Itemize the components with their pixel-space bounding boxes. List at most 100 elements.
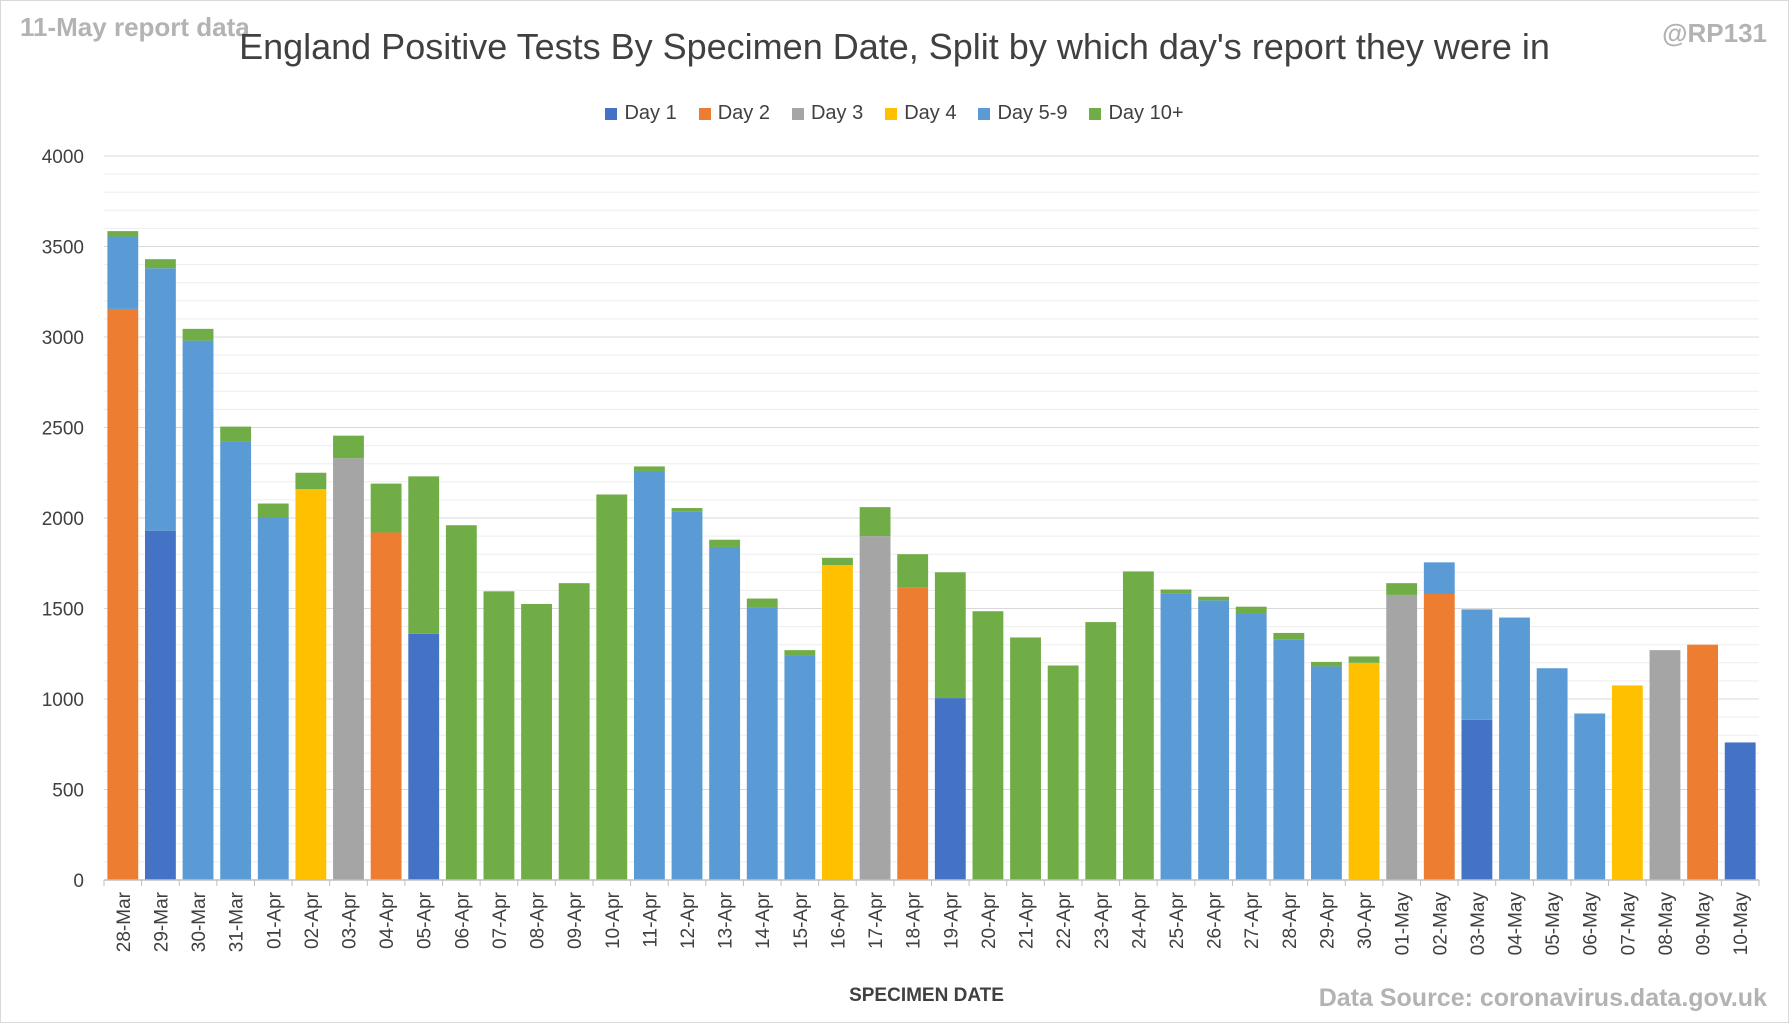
bar-segment-day-10- <box>822 557 853 566</box>
bar-segment-day-10- <box>1085 622 1117 880</box>
bar-segment-day-10- <box>257 503 289 518</box>
bar-segment-day-10- <box>1386 583 1418 595</box>
x-tick-label: 10-Apr <box>603 891 624 949</box>
x-tick-label: 24-Apr <box>1129 891 1150 949</box>
bar-segment-day-1 <box>934 698 966 880</box>
bar-segment-day-4 <box>295 489 327 880</box>
legend-swatch <box>1089 107 1102 120</box>
bar-segment-day-1 <box>408 633 440 880</box>
bar-segment-day-10- <box>897 554 929 588</box>
bar-segment-day-2 <box>897 587 929 880</box>
bar-segment-day-5-9 <box>182 340 214 880</box>
bar-segment-day-2 <box>107 308 139 880</box>
bar-segment-day-4 <box>1611 685 1643 880</box>
bar-segment-day-5-9 <box>709 546 741 880</box>
x-tick-label: 05-May <box>1543 892 1564 956</box>
legend-label: Day 2 <box>717 102 770 124</box>
x-tick-label: 30-Mar <box>189 891 210 952</box>
bar-segment-day-3 <box>1386 594 1418 880</box>
x-tick-label: 09-May <box>1694 892 1715 956</box>
legend-item: Day 2 <box>698 102 770 125</box>
legend-item: Day 3 <box>791 102 863 125</box>
x-tick-label: 23-Apr <box>1092 891 1113 949</box>
data-source-label: Data Source: coronavirus.data.gov.uk <box>1318 984 1767 1012</box>
x-tick-label: 17-Apr <box>866 891 887 949</box>
x-tick-label: 05-Apr <box>415 891 436 949</box>
y-tick-label: 1000 <box>42 690 84 711</box>
bar-segment-day-5-9 <box>1574 713 1606 880</box>
x-tick-label: 03-May <box>1468 892 1489 956</box>
report-date-label: 11-May report data <box>20 12 250 42</box>
bar-segment-day-5-9 <box>1499 617 1530 880</box>
bar-segment-day-10- <box>934 572 966 699</box>
y-tick-label: 0 <box>73 871 84 892</box>
bar-segment-day-10- <box>182 328 214 341</box>
bar-segment-day-5-9 <box>1273 639 1305 880</box>
x-axis-title: SPECIMEN DATE <box>849 985 1004 1006</box>
bar-segment-day-1 <box>144 530 176 880</box>
x-tick-label: 06-May <box>1581 892 1602 956</box>
bar-segment-day-5-9 <box>1235 613 1267 880</box>
bar-segment-day-5-9 <box>1423 562 1455 595</box>
legend-label: Day 5-9 <box>997 102 1068 124</box>
x-tick-label: 30-Apr <box>1355 891 1376 949</box>
x-tick-label: 28-Mar <box>114 891 135 952</box>
chart-title: England Positive Tests By Specimen Date,… <box>239 26 1550 67</box>
bar-segment-day-10- <box>1047 665 1079 880</box>
x-tick-label: 19-Apr <box>941 891 962 949</box>
y-tick-label: 3000 <box>42 328 84 349</box>
bar-segment-day-5-9 <box>1198 600 1230 880</box>
x-tick-label: 01-May <box>1393 892 1414 956</box>
bar-segment-day-2 <box>1687 644 1719 880</box>
x-tick-label: 21-Apr <box>1017 891 1038 949</box>
bar-segment-day-10- <box>445 525 477 880</box>
x-tick-label: 02-Apr <box>302 891 323 949</box>
x-tick-label: 16-Apr <box>828 891 849 949</box>
x-tick-label: 20-Apr <box>979 891 1000 949</box>
x-tick-label: 04-Apr <box>377 891 398 949</box>
x-tick-label: 12-Apr <box>678 891 699 949</box>
bar-segment-day-10- <box>671 508 703 512</box>
x-tick-label: 07-Apr <box>490 891 511 949</box>
x-tick-label: 29-Apr <box>1317 891 1338 949</box>
bar-segment-day-3 <box>333 458 364 880</box>
bar-segment-day-10- <box>1311 661 1342 667</box>
bar-segment-day-10- <box>107 231 139 237</box>
bar-segment-day-10- <box>1198 596 1230 601</box>
x-tick-label: 13-Apr <box>716 891 737 949</box>
legend-item: Day 1 <box>605 102 677 125</box>
bar-segment-day-1 <box>1461 719 1493 880</box>
bar-segment-day-5-9 <box>1160 593 1192 880</box>
bar-segment-day-10- <box>1160 589 1192 594</box>
x-tick-label: 01-Apr <box>264 891 285 949</box>
y-tick-label: 500 <box>52 781 84 802</box>
bar-segment-day-5-9 <box>784 655 816 880</box>
bar-segment-day-5-9 <box>144 268 176 531</box>
x-tick-label: 07-May <box>1618 892 1639 956</box>
bar-segment-day-5-9 <box>671 511 703 880</box>
bar-segment-day-10- <box>144 259 176 269</box>
x-tick-label: 28-Apr <box>1280 891 1301 949</box>
bar-segment-day-10- <box>1273 632 1305 640</box>
y-tick-label: 2500 <box>42 419 84 440</box>
bar-segment-day-1 <box>1724 742 1756 880</box>
bar-segment-day-10- <box>972 611 1004 880</box>
bar-segment-day-5-9 <box>1536 668 1568 880</box>
bar-segment-day-5-9 <box>1311 666 1342 880</box>
x-tick-label: 08-May <box>1656 892 1677 956</box>
x-tick-label: 09-Apr <box>565 891 586 949</box>
x-tick-label: 27-Apr <box>1242 891 1263 949</box>
legend-swatch <box>978 107 991 120</box>
bar-segment-day-10- <box>784 650 816 656</box>
x-tick-label: 10-May <box>1731 892 1752 956</box>
y-tick-label: 2000 <box>42 509 84 530</box>
x-tick-label: 22-Apr <box>1054 891 1075 949</box>
bar-segment-day-10- <box>295 472 327 490</box>
x-tick-label: 26-Apr <box>1205 891 1226 949</box>
y-tick-label: 1500 <box>42 600 84 621</box>
bar-segment-day-10- <box>1348 656 1380 663</box>
bar-segment-day-10- <box>558 583 590 880</box>
x-tick-label: 11-Apr <box>640 891 661 947</box>
bar-segment-day-2 <box>370 532 402 880</box>
